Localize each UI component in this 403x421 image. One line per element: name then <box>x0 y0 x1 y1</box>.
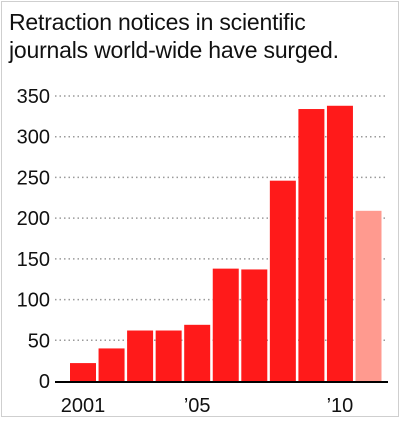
y-tick-label-150: 150 <box>17 249 50 271</box>
y-tick-label-0: 0 <box>39 371 50 393</box>
y-tick-label-350: 350 <box>17 86 50 108</box>
x-tick-label-2005: ’05 <box>184 395 211 417</box>
x-tick-label-2001: 2001 <box>61 395 106 417</box>
bar-2011 <box>355 210 382 381</box>
bars <box>70 105 382 382</box>
bar-2002 <box>98 348 125 381</box>
y-tick-label-100: 100 <box>17 290 50 312</box>
bar-2005 <box>184 324 211 381</box>
bar-2007 <box>241 269 268 381</box>
y-tick-label-300: 300 <box>17 127 50 149</box>
chart-title-line-1: Retraction notices in scientific <box>9 9 306 35</box>
bar-2004 <box>155 330 182 381</box>
y-tick-label-200: 200 <box>17 208 50 230</box>
bar-2009 <box>298 109 325 382</box>
bar-2006 <box>212 268 239 381</box>
y-axis-ticks: 0 50 100 150 200 250 300 350 <box>17 86 50 393</box>
y-tick-label-50: 50 <box>28 330 50 352</box>
x-tick-label-2010: ’10 <box>327 395 354 417</box>
chart-title: Retraction notices in scientific journal… <box>9 8 395 64</box>
y-tick-label-250: 250 <box>17 167 50 189</box>
grid-lines <box>55 95 388 342</box>
bar-2010 <box>326 105 353 382</box>
bar-2001 <box>70 363 96 381</box>
bar-2003 <box>127 330 154 381</box>
x-axis-ticks: 2001 ’05 ’10 <box>61 395 354 417</box>
chart-title-line-2: journals world-wide have surged. <box>9 37 339 63</box>
bar-2008 <box>269 180 296 381</box>
